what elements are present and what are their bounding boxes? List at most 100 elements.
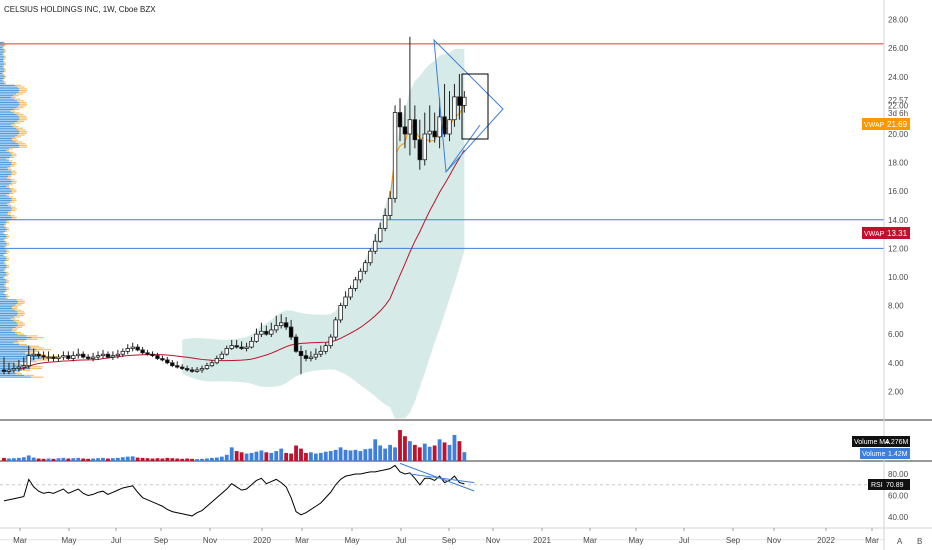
profile-bar (16, 93, 23, 95)
candle-body (353, 279, 358, 289)
candle-body (417, 139, 422, 161)
profile-bar (0, 338, 27, 340)
profile-bar (0, 244, 7, 246)
profile-bar (0, 74, 4, 76)
volume-bar (249, 452, 254, 461)
profile-bar (0, 270, 4, 272)
candle-body (412, 119, 418, 141)
profile-bar (0, 285, 5, 287)
price-tick-label: 24.00 (888, 73, 909, 82)
price-tick-label: 18.00 (888, 159, 909, 168)
profile-bar (3, 232, 5, 234)
drawings[interactable] (433, 38, 504, 174)
profile-bar (27, 350, 39, 352)
profile-bar (13, 319, 20, 322)
volume-bar (170, 458, 175, 461)
profile-bar (15, 136, 22, 138)
profile-bar (0, 210, 11, 212)
profile-bar (0, 347, 32, 349)
profile-bar (4, 268, 7, 270)
volume-bar (81, 458, 86, 461)
grid-layer (0, 484, 884, 541)
profile-bar (0, 211, 9, 213)
profile-bar (0, 276, 4, 279)
volume-bar (338, 447, 343, 461)
price-tick-label: 8.00 (888, 302, 904, 311)
time-tick-label: Mar (13, 536, 27, 545)
profile-bar (10, 174, 16, 176)
volume-bar (259, 450, 264, 461)
profile-bar (11, 182, 16, 184)
profile-bar (0, 76, 5, 78)
profile-bar (0, 258, 7, 260)
profile-bar (11, 198, 17, 200)
horizontal-levels[interactable] (0, 43, 884, 249)
volume-bar (373, 439, 378, 461)
profile-bar (14, 362, 21, 364)
volume-bar (403, 436, 407, 461)
profile-bar (16, 314, 24, 316)
profile-bar (11, 218, 16, 220)
volume-bar (150, 458, 155, 461)
profile-bar (2, 79, 4, 81)
profile-bar (0, 137, 12, 140)
candle-body (66, 355, 71, 359)
profile-bar (5, 271, 9, 274)
profile-bar (0, 112, 14, 114)
profile-bar (0, 271, 6, 274)
profile-bar (6, 282, 9, 284)
profile-bar (0, 355, 41, 358)
price-tick-label: 16.00 (888, 187, 909, 196)
profile-bar (8, 168, 12, 171)
profile-bar (4, 223, 7, 225)
log-scale-button[interactable]: B (917, 537, 922, 546)
profile-bar (19, 103, 28, 105)
candle-body (140, 349, 145, 354)
profile-bar (0, 208, 12, 210)
profile-bar (3, 292, 5, 294)
profile-bar (0, 139, 13, 141)
profile-bar (0, 95, 14, 97)
profile-bar (3, 71, 6, 73)
profile-bar (0, 319, 14, 322)
volume-bar (101, 457, 105, 461)
candle-body (145, 352, 150, 355)
profile-bar (0, 119, 19, 121)
profile-bar (0, 71, 4, 73)
profile-bar (4, 283, 6, 286)
volume-bar (224, 454, 229, 461)
profile-bar (0, 88, 20, 90)
time-tick-label: Nov (486, 536, 500, 545)
candle-body (160, 358, 165, 361)
profile-bar (0, 361, 27, 363)
profile-bar (18, 115, 27, 117)
profile-bar (6, 242, 10, 244)
profile-bar (6, 186, 10, 188)
time-tick-label: 2022 (817, 536, 835, 545)
profile-bar (10, 201, 15, 203)
profile-bar (3, 77, 6, 80)
candle-body (283, 322, 289, 328)
auto-scale-button[interactable]: A (897, 537, 903, 546)
profile-bar (0, 122, 15, 124)
profile-bar (16, 107, 24, 109)
profile-bar (5, 256, 8, 258)
rectangle-drawing[interactable] (461, 73, 489, 140)
profile-bar (31, 337, 45, 339)
profile-bar (11, 137, 17, 140)
volume-bar (437, 439, 442, 461)
profile-bar (0, 237, 6, 239)
profile-bar (3, 59, 5, 61)
triangle-lower-trendline[interactable] (445, 124, 481, 173)
volume-bar (31, 457, 36, 461)
volume-bar (328, 451, 333, 461)
candle-body (209, 362, 215, 367)
profile-bar (17, 100, 25, 102)
volume-bar (145, 458, 150, 461)
profile-bar (0, 177, 8, 179)
profile-bar (0, 321, 17, 323)
profile-bar (0, 282, 7, 284)
rsi-divergence-trendline[interactable] (409, 473, 475, 484)
volume-bar (393, 447, 397, 461)
